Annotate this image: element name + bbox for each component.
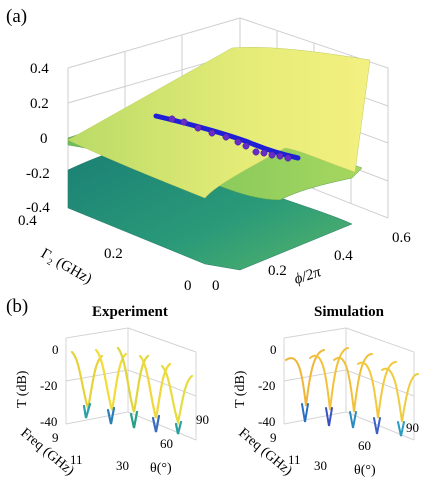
gamma-tick: 0 (184, 278, 192, 294)
experiment-t-label: T (dB) (15, 370, 30, 408)
phi-tick: 0.2 (268, 263, 287, 279)
simulation-box (283, 327, 415, 441)
freq-tick: 9 (270, 430, 277, 445)
t-tick: 0 (270, 342, 277, 357)
phi-tick: 0.6 (392, 230, 411, 246)
theta-tick: 30 (116, 458, 129, 473)
z-tick: 0 (40, 131, 48, 147)
gamma-tick: 0.4 (18, 213, 37, 229)
experiment-traces (70, 346, 194, 435)
t-tick: -40 (40, 414, 57, 429)
experiment-title: Experiment (92, 304, 168, 320)
experimental-markers (168, 115, 292, 162)
theta-tick: 90 (196, 412, 209, 427)
freq-tick: 11 (288, 452, 301, 467)
panel-a-z-ticks: 0.4 0.2 0 -0.2 -0.4 (26, 61, 50, 216)
panel-b-simulation: Simulation 0 -20 -40 T (dB) 9 11 Freq (G… (233, 304, 419, 479)
t-tick: -20 (258, 378, 275, 393)
z-tick: -0.4 (26, 200, 50, 216)
t-tick: -40 (258, 414, 275, 429)
panel-a-label: (a) (6, 6, 28, 27)
panel-b-experiment: Experiment 0 -20 -40 T (dB) 9 11 Freq (G… (15, 304, 209, 479)
simulation-traces (285, 347, 419, 437)
t-tick: -20 (40, 378, 57, 393)
freq-tick: 9 (52, 430, 59, 445)
freq-tick: 11 (70, 452, 83, 467)
theta-tick: 30 (314, 458, 327, 473)
z-tick: -0.2 (26, 166, 50, 182)
gamma-axis-label: Γ₂ (GHz) (38, 246, 94, 288)
phi-tick: 0 (212, 278, 220, 294)
panel-b-label: (b) (6, 296, 29, 317)
experiment-theta-ticks: 30 60 90 (116, 412, 209, 473)
z-tick: 0.4 (30, 61, 49, 77)
gamma-tick: 0.2 (104, 246, 123, 262)
phi-tick: 0.4 (334, 248, 353, 264)
upper-eigen-surface (67, 47, 371, 199)
z-tick: 0.2 (30, 96, 49, 112)
phi-axis-label: ϕ/2π (292, 264, 323, 288)
simulation-freq-label: Freq (GHz) (235, 426, 295, 479)
theta-tick: 60 (160, 436, 173, 451)
theta-tick: 90 (406, 420, 419, 435)
experiment-theta-label: θ(°) (150, 461, 172, 476)
simulation-t-label: T (dB) (233, 370, 248, 408)
simulation-t-ticks: 0 -20 -40 (258, 342, 277, 429)
t-tick: 0 (52, 342, 59, 357)
panel-a-phi-ticks: 0 0.2 0.4 0.6 (212, 230, 411, 294)
simulation-title: Simulation (314, 304, 385, 320)
experiment-freq-label: Freq (GHz) (17, 426, 77, 479)
theta-tick: 60 (358, 438, 371, 453)
simulation-theta-ticks: 30 60 90 (314, 420, 419, 473)
experiment-t-ticks: 0 -20 -40 (40, 342, 59, 429)
panel-a-gamma-ticks: 0.4 0.2 0 (18, 213, 192, 294)
simulation-theta-label: θ(°) (354, 463, 376, 478)
panel-a-plot: 0.4 0.2 0 -0.2 -0.4 0.4 0.2 0 Γ₂ (GHz) 0… (18, 17, 411, 294)
experiment-freq-ticks: 9 11 (52, 430, 83, 467)
simulation-freq-ticks: 9 11 (270, 430, 301, 467)
